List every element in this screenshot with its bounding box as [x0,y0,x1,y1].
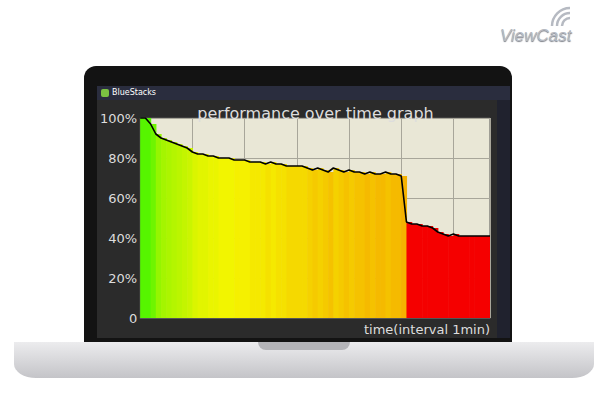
svg-text:40%: 40% [108,231,137,246]
svg-text:100%: 100% [100,111,137,126]
svg-text:performance over time graph: performance over time graph [197,104,433,123]
svg-text:0: 0 [129,311,137,326]
svg-text:80%: 80% [108,151,137,166]
svg-text:20%: 20% [108,271,137,286]
html-text:BlueStacks: BlueStacks [112,88,156,97]
svg-text:time(interval 1min): time(interval 1min) [364,322,490,337]
html-text:ViewCast: ViewCast [500,26,572,45]
svg-text:60%: 60% [108,191,137,206]
